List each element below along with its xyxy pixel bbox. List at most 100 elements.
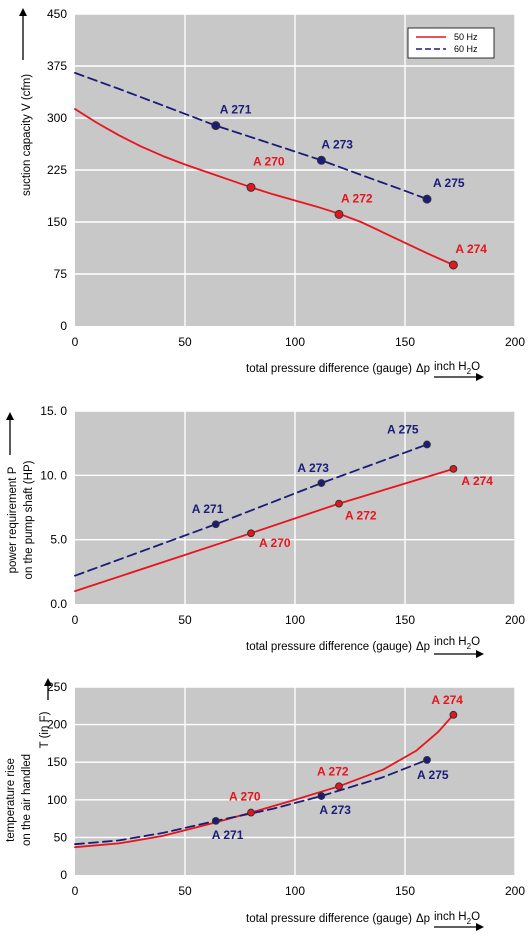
y-tick-label: 200 [47, 718, 67, 732]
data-point [211, 520, 220, 529]
data-point-label: A 270 [259, 536, 291, 550]
x-tick-label: 200 [505, 613, 525, 627]
y-tick-label: 0 [60, 868, 67, 882]
data-point [316, 155, 326, 165]
y-tick-label: 375 [47, 59, 67, 73]
data-point-label: A 273 [319, 803, 351, 817]
x-axis-symbol: Δp [416, 913, 430, 925]
data-point-label: A 275 [387, 422, 419, 436]
chart-1: 0 75 150 225 300 375 450 0 50 100 150 200 total pres… [19, 7, 525, 381]
x-tick-label: 150 [395, 884, 415, 898]
x-tick-label: 100 [285, 335, 305, 349]
y-arrow-head [44, 678, 52, 686]
series-line-50hz [74, 467, 455, 592]
data-point [211, 121, 221, 131]
legend: 50 Hz 60 Hz [407, 27, 495, 59]
x-tick-label: 0 [72, 884, 79, 898]
series-line-60hz [74, 72, 428, 201]
x-axis-unit: inch H2O [434, 636, 480, 651]
unit-tail: O [471, 636, 480, 648]
data-point [423, 440, 431, 449]
unit-main: inch H [434, 636, 467, 648]
data-point-label: A 273 [297, 461, 329, 475]
x-axis-unit: inch H2O [434, 361, 480, 376]
data-point-label: A 270 [253, 154, 285, 168]
y-tick-label: 150 [47, 215, 67, 229]
y-tick-label: 75 [54, 267, 68, 281]
data-point [449, 710, 458, 719]
unit-main: inch H [434, 361, 467, 373]
unit-main: inch H [434, 911, 467, 923]
data-point-label: A 273 [321, 137, 353, 151]
series-line-50hz [74, 108, 455, 266]
data-point [247, 808, 255, 817]
data-point-label: A 272 [341, 191, 373, 205]
y-tick-label: 50 [54, 830, 68, 844]
y-tick-label: 0 [60, 319, 67, 333]
legend-box [407, 27, 495, 59]
data-point [335, 782, 343, 791]
x-tick-label: 100 [285, 884, 305, 898]
data-point-label: A 271 [220, 103, 252, 117]
y-arrow-head [6, 412, 14, 420]
y-axis-label-line1: temperature rise [5, 758, 17, 842]
data-point-label: A 274 [461, 474, 493, 488]
data-point [423, 756, 431, 764]
y-tick-label: 250 [47, 680, 67, 694]
x-axis-symbol: Δp [416, 363, 430, 375]
y-tick-label: 10. 0 [40, 468, 67, 482]
x-axis-label: total pressure difference (gauge) [246, 363, 412, 375]
x-tick-label: 0 [72, 613, 79, 627]
x-tick-label: 50 [178, 613, 192, 627]
data-point [448, 260, 458, 270]
x-arrow-head [476, 650, 484, 658]
x-arrow-head [476, 923, 484, 931]
series-line-50hz [74, 713, 455, 849]
x-tick-label: 150 [395, 335, 415, 349]
x-tick-label: 200 [505, 884, 525, 898]
data-point [246, 182, 256, 192]
y-axis-label: suction capacity V (cfm) [21, 74, 33, 196]
y-axis-symbol: T (in F) [39, 711, 51, 748]
x-tick-label: 0 [72, 335, 79, 349]
data-point-label: A 270 [229, 790, 261, 804]
unit-sub: 2 [467, 642, 472, 651]
series-line-60hz [74, 443, 428, 577]
y-axis-label-line1: power requirement P [7, 466, 19, 573]
x-axis-unit: inch H2O [434, 911, 480, 926]
data-point-label: A 272 [345, 509, 377, 523]
y-tick-label: 5.0 [50, 533, 67, 547]
x-axis-label: total pressure difference (gauge) [246, 641, 412, 653]
data-point-label: A 275 [417, 768, 449, 782]
data-point [334, 209, 344, 219]
y-arrow-head [19, 8, 27, 16]
unit-tail: O [471, 911, 480, 923]
y-tick-label: 225 [47, 163, 67, 177]
chart-3: 0 50 100 150 200 250 0 50 100 150 200 total pressur… [5, 678, 525, 931]
x-tick-label: 200 [505, 335, 525, 349]
x-tick-label: 50 [178, 884, 192, 898]
x-tick-label: 150 [395, 613, 415, 627]
data-point [317, 792, 326, 800]
y-tick-label: 0.0 [50, 597, 67, 611]
x-tick-label: 50 [178, 335, 192, 349]
chart-2: 0.0 5.0 10. 0 15. 0 0 50 100 150 200 total pressu… [6, 404, 525, 658]
data-point [317, 479, 326, 487]
y-tick-label: 450 [47, 7, 67, 21]
y-axis-label-line2: on the air handled [21, 754, 33, 846]
data-point [422, 194, 432, 204]
unit-sub: 2 [467, 917, 472, 926]
data-point [335, 499, 343, 508]
y-tick-label: 300 [47, 111, 67, 125]
x-axis-label: total pressure difference (gauge) [246, 913, 412, 925]
data-point-label: A 271 [212, 828, 244, 842]
data-point [247, 529, 255, 538]
data-point-label: A 271 [192, 502, 224, 516]
unit-tail: O [471, 361, 480, 373]
x-axis-symbol: Δp [416, 641, 430, 653]
data-point [449, 465, 458, 473]
y-tick-label: 15. 0 [40, 404, 67, 418]
y-axis-label-line2: on the pump shaft (HP) [23, 460, 35, 579]
y-tick-label: 100 [47, 793, 67, 807]
